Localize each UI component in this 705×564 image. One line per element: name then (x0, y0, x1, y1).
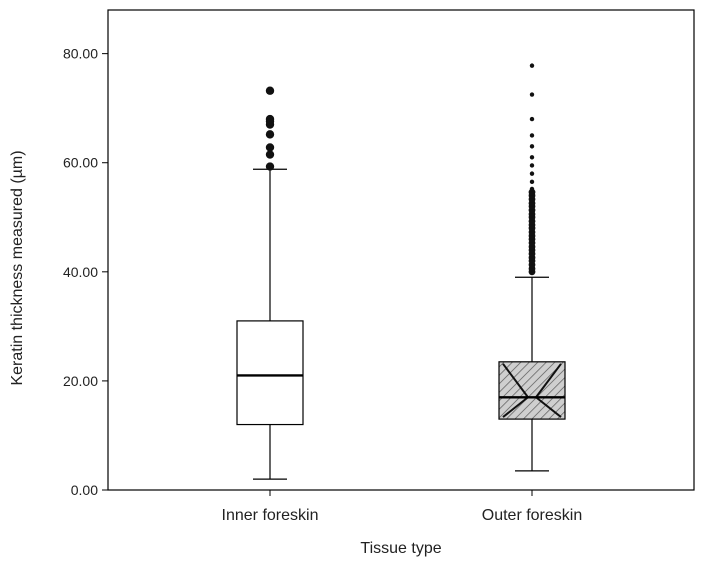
box-cross-1-2 (502, 396, 529, 418)
outlier-1-27 (529, 155, 535, 160)
outlier-0-0 (265, 162, 275, 171)
outlier-1-28 (529, 144, 535, 149)
plot-frame (107, 9, 695, 491)
y-tick-label-0: 0.00 (71, 482, 98, 498)
outlier-0-1 (265, 150, 275, 159)
y-tick-label-4: 80.00 (63, 46, 98, 62)
outlier-1-29 (529, 133, 535, 138)
box-rect-0 (236, 320, 304, 426)
outlier-1-32 (529, 63, 535, 68)
box-rect-1 (498, 361, 566, 420)
outlier-0-7 (265, 86, 275, 95)
outlier-1-24 (529, 179, 535, 185)
x-axis: Inner foreskin Outer foreskin (222, 490, 582, 524)
y-axis-title: Keratin thickness measured (µm) (9, 150, 26, 385)
outlier-1-31 (529, 92, 535, 97)
outlier-0-2 (265, 143, 275, 152)
outlier-1-30 (529, 116, 535, 122)
outlier-1-23 (529, 186, 535, 192)
box-cross-1-1 (535, 363, 562, 398)
outlier-0-6 (265, 114, 275, 124)
box-cross-1-0 (502, 363, 529, 398)
box-0 (236, 86, 304, 480)
outlier-1-26 (529, 163, 535, 168)
x-tick-label-1: Outer foreskin (482, 507, 582, 524)
outlier-1-25 (529, 171, 535, 176)
x-tick-label-0: Inner foreskin (222, 507, 319, 524)
boxes-layer (236, 63, 566, 480)
y-tick-label-2: 40.00 (63, 264, 98, 280)
y-tick-label-1: 20.00 (63, 373, 98, 389)
outlier-1-22 (528, 188, 536, 196)
box-cross-1-3 (535, 396, 562, 418)
box-1 (498, 63, 566, 472)
outlier-0-3 (265, 130, 275, 139)
y-axis: 0.00 20.00 40.00 60.00 80.00 (63, 46, 108, 498)
y-tick-label-3: 60.00 (63, 155, 98, 171)
x-axis-title: Tissue type (360, 540, 441, 557)
